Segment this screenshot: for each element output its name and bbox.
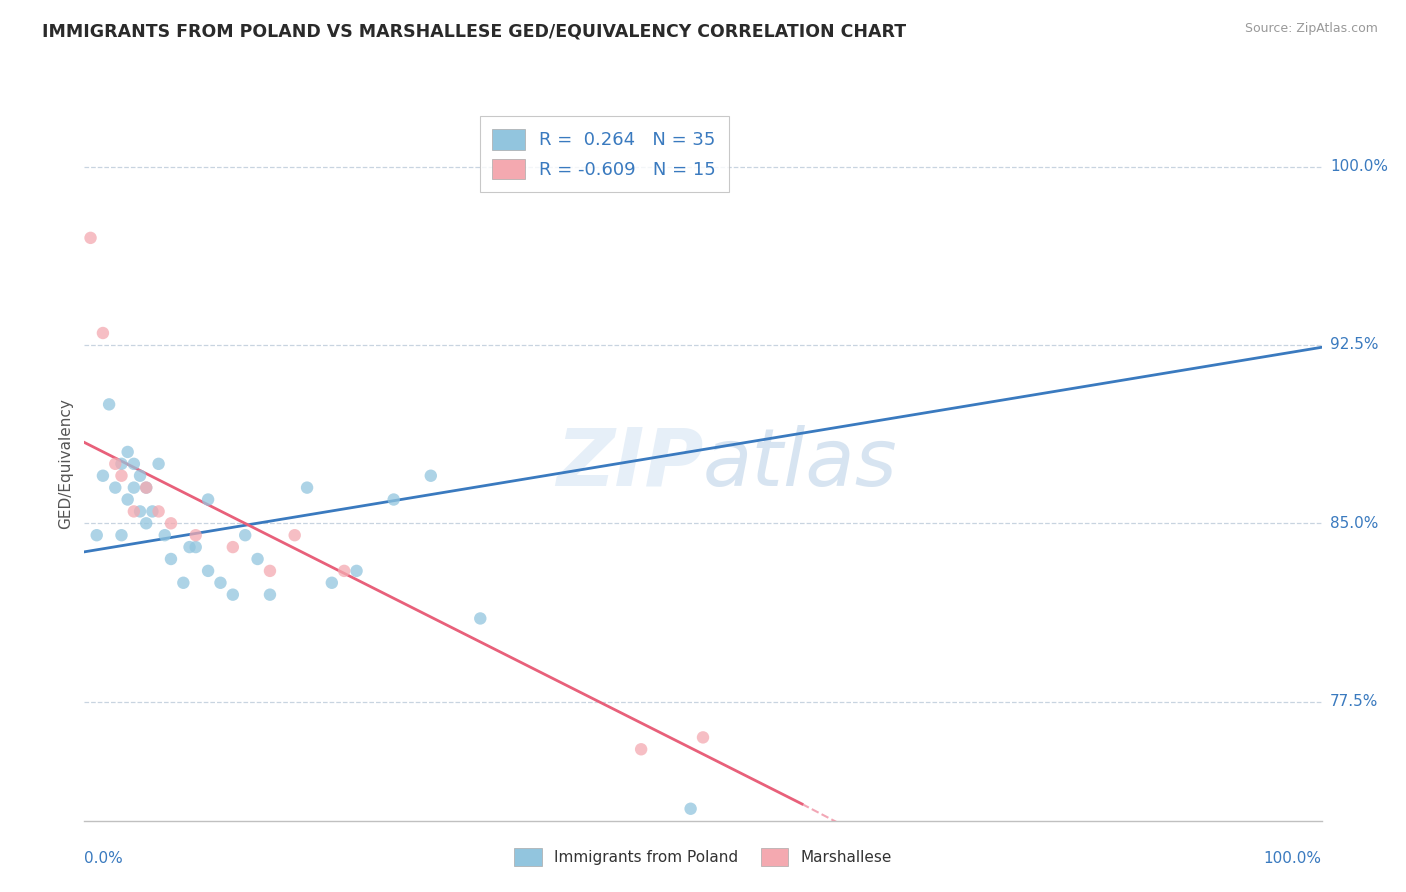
Point [79,231,101,245]
Legend: Immigrants from Poland, Marshallese: Immigrants from Poland, Marshallese [506,841,900,873]
Point [259,564,281,578]
Point [122,457,145,471]
Point [321,575,343,590]
Point [104,457,127,471]
Point [117,445,139,459]
Text: 77.5%: 77.5% [1330,694,1378,709]
Point [104,481,127,495]
Text: atlas: atlas [703,425,898,503]
Text: IMMIGRANTS FROM POLAND VS MARSHALLESE GED/EQUIVALENCY CORRELATION CHART: IMMIGRANTS FROM POLAND VS MARSHALLESE GE… [42,22,907,40]
Point [179,540,201,554]
Point [129,468,152,483]
Text: 85.0%: 85.0% [1330,516,1378,531]
Point [122,504,145,518]
Text: 0.0%: 0.0% [84,851,124,866]
Point [419,468,441,483]
Point [222,588,245,602]
Point [110,528,132,542]
Text: Source: ZipAtlas.com: Source: ZipAtlas.com [1244,22,1378,36]
Point [172,575,194,590]
Point [295,481,318,495]
Point [129,504,152,518]
Point [135,481,157,495]
Point [233,528,256,542]
Point [110,468,132,483]
Text: 92.5%: 92.5% [1330,337,1378,352]
Point [470,611,492,625]
Point [284,528,307,542]
Point [141,504,163,518]
Point [197,564,219,578]
Point [184,528,207,542]
Point [153,528,176,542]
Point [382,492,405,507]
Point [117,492,139,507]
Point [160,516,183,531]
Text: 100.0%: 100.0% [1264,851,1322,866]
Text: 100.0%: 100.0% [1330,159,1388,174]
Point [333,564,356,578]
Point [259,588,281,602]
Point [222,540,245,554]
Point [630,742,652,756]
Point [148,457,170,471]
Point [135,481,157,495]
Point [110,457,132,471]
Point [184,540,207,554]
Point [135,516,157,531]
Point [91,468,114,483]
Point [86,528,108,542]
Point [197,492,219,507]
Point [91,326,114,340]
Point [692,731,714,745]
Point [148,504,170,518]
Point [160,552,183,566]
Y-axis label: GED/Equivalency: GED/Equivalency [58,399,73,529]
Point [122,481,145,495]
Point [679,802,702,816]
Point [346,564,368,578]
Text: ZIP: ZIP [555,425,703,503]
Point [246,552,269,566]
Point [98,397,121,411]
Point [209,575,232,590]
